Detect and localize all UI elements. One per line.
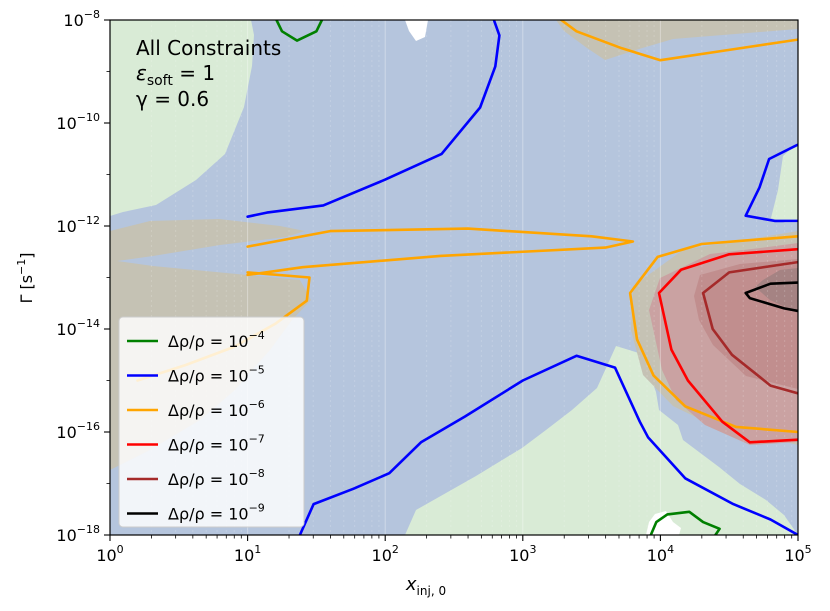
x-tick-label: 101 xyxy=(234,543,261,565)
x-axis-label-sub: inj, 0 xyxy=(417,584,447,598)
x-tick-exp: 3 xyxy=(529,543,536,556)
x-tick-exp: 1 xyxy=(254,543,261,556)
x-tick-exp: 2 xyxy=(392,543,399,556)
region-black xyxy=(755,268,798,313)
legend-label: Δρ/ρ = 10−9 xyxy=(168,502,265,524)
region-white-top xyxy=(405,20,428,41)
legend-label-main: Δρ/ρ = 10 xyxy=(168,367,249,386)
x-tick-label: 100 xyxy=(96,543,123,565)
contour-line-1e-5 xyxy=(246,20,501,218)
contour-lines xyxy=(136,20,798,535)
contour-line-1e-7 xyxy=(657,247,798,444)
contour-line-1e-6 xyxy=(628,235,798,434)
x-tick-exp: 0 xyxy=(117,543,124,556)
legend-entries: Δρ/ρ = 10−4Δρ/ρ = 10−5Δρ/ρ = 10−6Δρ/ρ = … xyxy=(127,329,265,524)
x-tick-base: 10 xyxy=(96,546,116,565)
legend-label-main: Δρ/ρ = 10 xyxy=(168,401,249,420)
y-tick-exp: −8 xyxy=(84,8,100,21)
legend-label-exp: −9 xyxy=(249,502,265,515)
x-tick-label: 104 xyxy=(647,543,674,565)
region-orange-top xyxy=(556,20,798,60)
legend-label: Δρ/ρ = 10−4 xyxy=(168,329,265,351)
x-tick-base: 10 xyxy=(372,546,392,565)
annotation-block: All Constraints εsoft = 1 γ = 0.6 xyxy=(136,36,281,111)
x-axis-label: xinj, 0 xyxy=(405,574,446,598)
legend-label-exp: −4 xyxy=(249,329,265,342)
contour-line-1e-5 xyxy=(298,354,798,535)
legend-label-exp: −8 xyxy=(249,467,265,480)
x-tick-base: 10 xyxy=(509,546,529,565)
legend-label-exp: −5 xyxy=(249,364,265,377)
y-axis-label-sup: −1 xyxy=(15,259,28,275)
x-tick-base: 10 xyxy=(784,546,804,565)
region-orange-band xyxy=(110,219,305,262)
epsilon-sub: soft xyxy=(147,73,174,89)
x-axis-ticks: 100 101 102 103 104 105 xyxy=(96,535,812,565)
y-tick-label: 10−14 xyxy=(56,317,100,339)
x-tick-base: 10 xyxy=(647,546,667,565)
epsilon-symbol: ε xyxy=(136,61,147,85)
legend: Δρ/ρ = 10−4Δρ/ρ = 10−5Δρ/ρ = 10−6Δρ/ρ = … xyxy=(118,316,305,528)
contour-line-1e-4 xyxy=(649,510,721,535)
y-tick-exp: −12 xyxy=(77,214,100,227)
contour-line-1e-6 xyxy=(246,227,635,277)
x-tick-exp: 5 xyxy=(805,543,812,556)
y-tick-base: 10 xyxy=(56,114,76,133)
y-tick-base: 10 xyxy=(56,320,76,339)
legend-label-main: Δρ/ρ = 10 xyxy=(168,332,249,351)
epsilon-value: = 1 xyxy=(173,61,215,85)
x-axis-label-main: x xyxy=(405,574,417,595)
y-tick-base: 10 xyxy=(56,423,76,442)
y-tick-label: 10−18 xyxy=(56,523,100,545)
x-tick-label: 105 xyxy=(784,543,811,565)
grid-lines xyxy=(150,20,793,535)
legend-label: Δρ/ρ = 10−8 xyxy=(168,467,265,489)
contour-line-1e-8 xyxy=(701,260,798,395)
y-tick-label: 10−12 xyxy=(56,214,100,236)
annotation-title: All Constraints xyxy=(136,36,281,60)
legend-label: Δρ/ρ = 10−6 xyxy=(168,398,265,420)
legend-label-main: Δρ/ρ = 10 xyxy=(168,470,249,489)
x-tick-base: 10 xyxy=(234,546,254,565)
y-tick-base: 10 xyxy=(56,526,76,545)
legend-label: Δρ/ρ = 10−7 xyxy=(168,433,265,455)
x-tick-exp: 4 xyxy=(667,543,674,556)
annotation-gamma: γ = 0.6 xyxy=(136,87,209,111)
legend-label: Δρ/ρ = 10−5 xyxy=(168,364,265,386)
legend-label-main: Δρ/ρ = 10 xyxy=(168,436,249,455)
contour-line-1e-4 xyxy=(275,20,324,42)
y-tick-base: 10 xyxy=(63,11,83,30)
y-axis-label: Γ [s−1] xyxy=(15,252,36,303)
y-axis-label-main: Γ [s xyxy=(17,275,36,304)
legend-box xyxy=(118,316,305,528)
x-tick-label: 103 xyxy=(509,543,536,565)
y-tick-exp: −18 xyxy=(77,523,100,536)
y-tick-base: 10 xyxy=(56,217,76,236)
y-tick-exp: −14 xyxy=(77,317,100,330)
legend-label-main: Δρ/ρ = 10 xyxy=(168,505,249,524)
contour-line-1e-6 xyxy=(560,20,798,62)
contour-line-1e-5 xyxy=(744,143,798,223)
contour-line-1e-9 xyxy=(744,281,798,313)
legend-label-exp: −6 xyxy=(249,398,265,411)
y-tick-exp: −16 xyxy=(77,420,100,433)
annotation-epsilon: εsoft = 1 xyxy=(136,61,215,89)
y-tick-exp: −10 xyxy=(77,111,100,124)
legend-label-exp: −7 xyxy=(249,433,265,446)
y-tick-label: 10−16 xyxy=(56,420,100,442)
x-tick-label: 102 xyxy=(372,543,399,565)
y-tick-label: 10−8 xyxy=(63,8,100,30)
y-axis-label-close: ] xyxy=(17,252,36,258)
y-tick-label: 10−10 xyxy=(56,111,100,133)
